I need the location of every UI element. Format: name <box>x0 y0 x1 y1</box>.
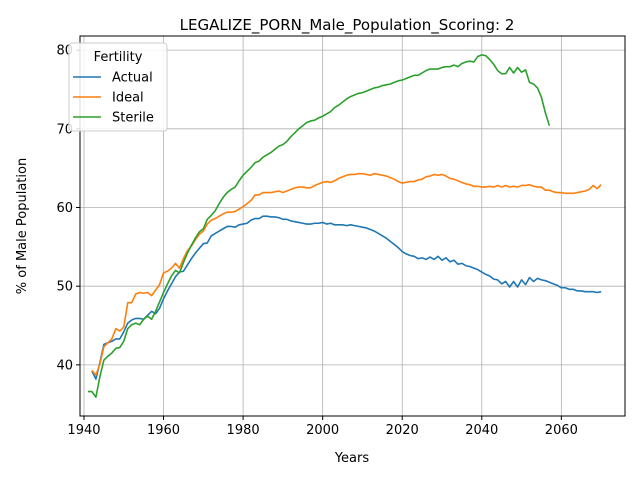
legend-label-ideal: Ideal <box>112 91 144 106</box>
legend-entries: Actual Ideal Sterile <box>73 71 154 126</box>
y-tick-label: 40 <box>56 358 73 373</box>
legend: Fertility Actual Ideal Sterile <box>68 42 168 132</box>
legend-box <box>68 42 168 132</box>
series-line-sterile <box>87 54 551 398</box>
x-tick-label: 1960 <box>147 423 180 438</box>
series-line-actual <box>91 215 602 380</box>
plot-frame <box>79 35 626 417</box>
x-tick-label: 2000 <box>306 423 339 438</box>
legend-label-actual: Actual <box>112 71 153 86</box>
series-lines <box>87 54 602 398</box>
legend-title: Fertility <box>94 50 143 65</box>
x-tick-label: 1940 <box>67 423 100 438</box>
y-tick-label: 60 <box>56 201 73 216</box>
x-tick-label: 2040 <box>465 423 498 438</box>
x-axis-label: Years <box>334 451 370 466</box>
chart-title: LEGALIZE_PORN_Male_Population_Scoring: 2 <box>180 16 515 35</box>
x-tick-label: 2020 <box>386 423 419 438</box>
x-tick-label: 2060 <box>545 423 578 438</box>
legend-label-sterile: Sterile <box>112 111 154 126</box>
y-tick-label: 50 <box>56 280 73 295</box>
y-axis-label: % of Male Population <box>15 158 30 294</box>
x-tick-label: 1980 <box>227 423 260 438</box>
series-line-ideal <box>91 172 602 376</box>
